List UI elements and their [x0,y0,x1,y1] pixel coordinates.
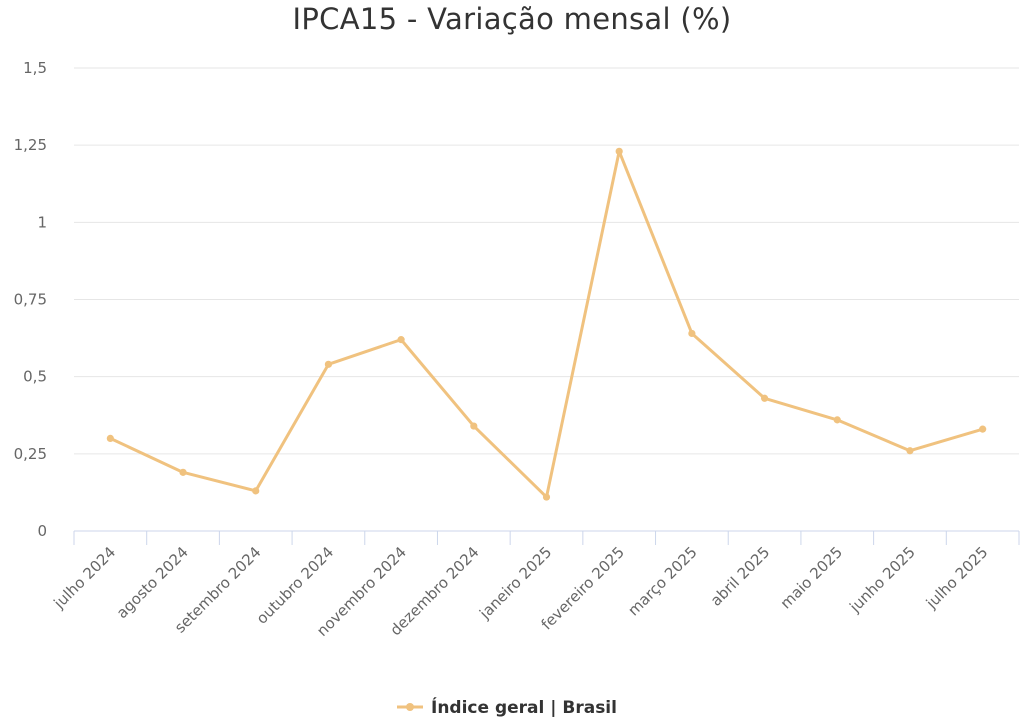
x-tick-label: agosto 2024 [113,543,192,622]
y-tick-label: 0,5 [23,368,47,386]
x-tick-label: abril 2025 [707,543,774,610]
data-point[interactable] [470,422,478,430]
series-line[interactable] [108,149,985,499]
data-point[interactable] [179,468,187,476]
x-tick-label: julho 2024 [50,543,120,613]
data-point[interactable] [833,416,841,424]
data-point[interactable] [979,425,987,433]
data-point[interactable] [906,447,914,455]
x-axis [73,530,1020,545]
data-point[interactable] [252,487,260,495]
legend[interactable]: Índice geral | Brasil [397,696,617,718]
y-tick-label: 1,25 [14,136,47,154]
x-tick-label: janeiro 2025 [475,543,555,623]
x-tick-label: março 2025 [624,543,700,619]
x-tick-label: julho 2025 [922,543,992,613]
series-layer [106,147,987,501]
x-tick-label: maio 2025 [777,543,846,612]
grid-layer [74,67,1019,455]
y-tick-label: 0 [37,522,47,540]
data-point[interactable] [106,434,114,442]
chart-title: IPCA15 - Variação mensal (%) [292,2,732,36]
data-point[interactable] [688,329,696,338]
legend-marker [406,703,414,711]
data-point[interactable] [760,394,769,402]
y-tick-label: 0,25 [14,445,47,463]
y-tick-label: 1 [37,213,47,231]
data-point[interactable] [615,147,623,155]
y-tick-label: 1,5 [23,59,47,77]
legend-item-label[interactable]: Índice geral | Brasil [431,696,617,718]
x-tick-label: junho 2025 [845,543,918,616]
y-axis-labels: 0 0,25 0,5 0,75 1 1,25 1,5 [14,59,47,540]
data-point[interactable] [542,493,551,501]
y-tick-label: 0,75 [14,291,47,309]
data-point[interactable] [397,336,405,344]
data-point[interactable] [324,360,333,368]
